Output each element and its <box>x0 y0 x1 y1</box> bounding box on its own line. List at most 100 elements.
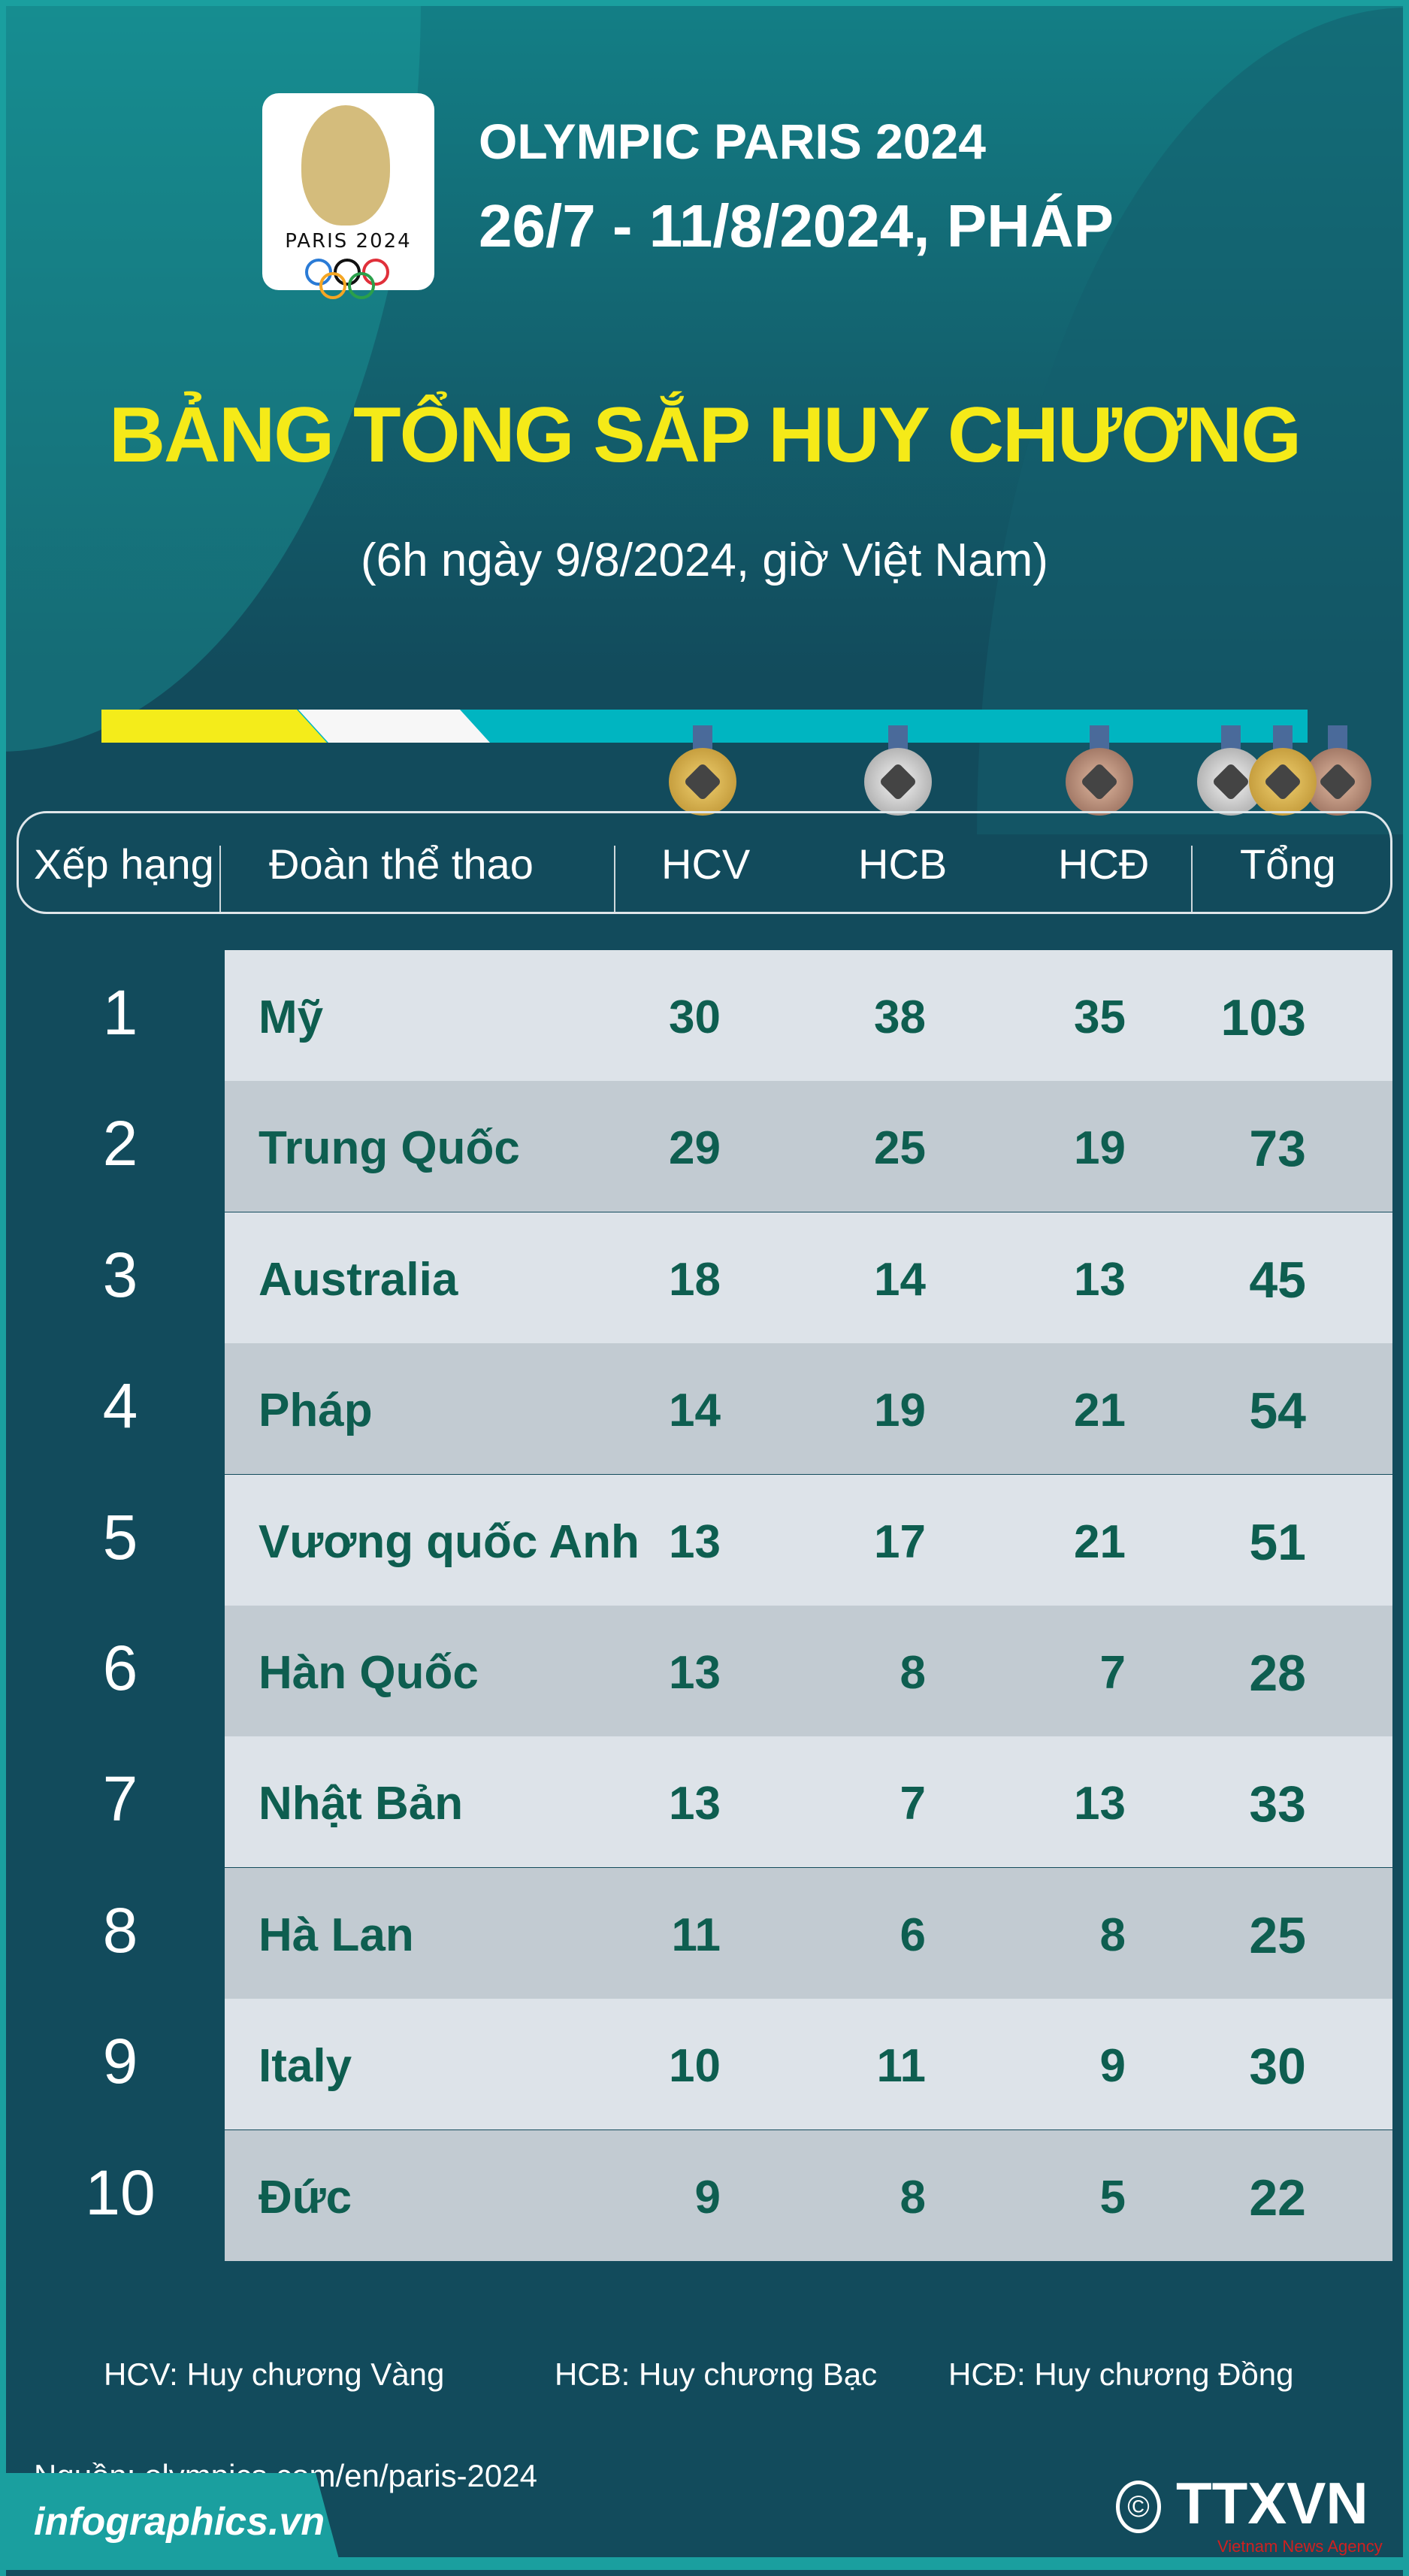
brand-subtitle: Vietnam News Agency <box>1217 2537 1383 2556</box>
bronze-medal-icon <box>1066 725 1133 816</box>
rank-number: 1 <box>102 977 138 1048</box>
silver-count: 6 <box>900 1909 926 1961</box>
rank-number: 6 <box>102 1633 138 1703</box>
silver-count: 25 <box>874 1122 926 1175</box>
silver-count: 14 <box>874 1253 926 1306</box>
silver-count: 7 <box>900 1778 926 1830</box>
total-count: 54 <box>1249 1382 1306 1440</box>
brand-logo: TTXVN <box>1176 2470 1368 2536</box>
page-subtitle: (6h ngày 9/8/2024, giờ Việt Nam) <box>361 534 1048 586</box>
rank-number: 4 <box>102 1370 138 1442</box>
table-row: Vương quốc Anh 13 17 21 51 <box>225 1474 1392 1606</box>
silver-medal-icon <box>864 725 932 816</box>
table-row: Italy 10 11 9 30 <box>225 1999 1392 2130</box>
gold-count: 13 <box>669 1778 721 1830</box>
total-count: 28 <box>1249 1645 1306 1702</box>
gold-count: 13 <box>669 1515 721 1568</box>
bronze-count: 21 <box>1074 1385 1126 1437</box>
team-name: Italy <box>259 2040 352 2093</box>
divider <box>1191 846 1193 912</box>
divider <box>614 846 615 912</box>
rank-number: 8 <box>102 1894 138 1966</box>
table-row: Mỹ 30 38 35 103 <box>225 950 1392 1081</box>
rank-number: 5 <box>102 1501 138 1573</box>
copyright-icon: © <box>1116 2481 1161 2533</box>
footer-band <box>0 2473 342 2570</box>
bronze-count: 9 <box>1099 2040 1126 2093</box>
gold-count: 18 <box>669 1253 721 1306</box>
total-count: 33 <box>1249 1775 1306 1833</box>
bronze-count: 19 <box>1074 1122 1126 1175</box>
team-name: Nhật Bản <box>259 1778 464 1830</box>
bronze-count: 13 <box>1074 1778 1126 1830</box>
rank-number: 10 <box>85 2157 156 2228</box>
footer-line <box>0 2557 1409 2570</box>
event-dates: 26/7 - 11/8/2024, PHÁP <box>479 192 1114 259</box>
event-name: OLYMPIC PARIS 2024 <box>479 114 986 169</box>
total-count: 51 <box>1249 1513 1306 1571</box>
team-name: Mỹ <box>259 991 324 1043</box>
legend-gold: HCV: Huy chương Vàng <box>104 2357 445 2392</box>
bronze-count: 35 <box>1074 991 1126 1043</box>
gold-count: 29 <box>669 1122 721 1175</box>
team-name: Hà Lan <box>259 1909 414 1961</box>
table-row: Australia 18 14 13 45 <box>225 1212 1392 1343</box>
bronze-count: 13 <box>1074 1253 1126 1306</box>
table-row: Đức 9 8 5 22 <box>225 2130 1392 2261</box>
gold-medal-icon <box>669 725 736 816</box>
table-row: Trung Quốc 29 25 19 73 <box>225 1081 1392 1212</box>
rank-number: 9 <box>102 2026 138 2097</box>
legend-silver: HCB: Huy chương Bạc <box>555 2357 878 2392</box>
bronze-count: 21 <box>1074 1515 1126 1568</box>
silver-count: 38 <box>874 991 926 1043</box>
silver-count: 17 <box>874 1515 926 1568</box>
column-header-gold: HCV <box>661 840 751 888</box>
column-header-total: Tổng <box>1240 840 1336 888</box>
gold-count: 9 <box>694 2171 721 2223</box>
logo-text: PARIS 2024 <box>285 230 412 253</box>
gold-medal-icon <box>1249 725 1317 816</box>
gold-count: 13 <box>669 1647 721 1699</box>
table-row: Nhật Bản 13 7 13 33 <box>225 1736 1392 1868</box>
gold-count: 14 <box>669 1385 721 1437</box>
table-row: Pháp 14 19 21 54 <box>225 1343 1392 1475</box>
site-name[interactable]: infographics.vn <box>34 2500 325 2544</box>
silver-count: 8 <box>900 2171 926 2223</box>
table-row: Hà Lan 11 6 8 25 <box>225 1867 1392 1999</box>
gold-count: 10 <box>669 2040 721 2093</box>
rank-number: 2 <box>102 1108 138 1179</box>
rank-number: 7 <box>102 1763 138 1835</box>
team-name: Đức <box>259 2171 352 2223</box>
bronze-count: 7 <box>1099 1647 1126 1699</box>
olympic-rings-icon <box>305 259 389 299</box>
team-name: Vương quốc Anh <box>259 1515 639 1568</box>
legend-bronze: HCĐ: Huy chương Đồng <box>948 2357 1294 2392</box>
flame-icon <box>301 105 390 226</box>
team-name: Trung Quốc <box>259 1122 520 1175</box>
table-header <box>17 811 1392 914</box>
team-name: Australia <box>259 1253 458 1306</box>
total-count: 103 <box>1220 989 1306 1046</box>
gold-count: 11 <box>671 1909 721 1961</box>
divider <box>219 846 221 912</box>
bronze-count: 8 <box>1099 1909 1126 1961</box>
column-header-bronze: HCĐ <box>1058 840 1150 888</box>
silver-count: 19 <box>874 1385 926 1437</box>
team-name: Pháp <box>259 1385 373 1437</box>
total-count: 25 <box>1249 1906 1306 1964</box>
total-count: 73 <box>1249 1120 1306 1178</box>
silver-count: 8 <box>900 1647 926 1699</box>
paris-2024-logo: PARIS 2024 <box>262 93 434 299</box>
total-count: 30 <box>1249 2038 1306 2096</box>
total-count: 45 <box>1249 1251 1306 1309</box>
table-row: Hàn Quốc 13 8 7 28 <box>225 1606 1392 1736</box>
column-header-team: Đoàn thể thao <box>269 840 534 888</box>
bronze-count: 5 <box>1099 2171 1126 2223</box>
page-title: BẢNG TỔNG SẮP HUY CHƯƠNG <box>108 392 1302 479</box>
team-name: Hàn Quốc <box>259 1647 479 1699</box>
gold-count: 30 <box>669 991 721 1043</box>
column-header-rank: Xếp hạng <box>34 840 214 888</box>
rank-number: 3 <box>102 1239 138 1310</box>
silver-count: 11 <box>876 2040 926 2093</box>
total-count: 22 <box>1249 2169 1306 2226</box>
